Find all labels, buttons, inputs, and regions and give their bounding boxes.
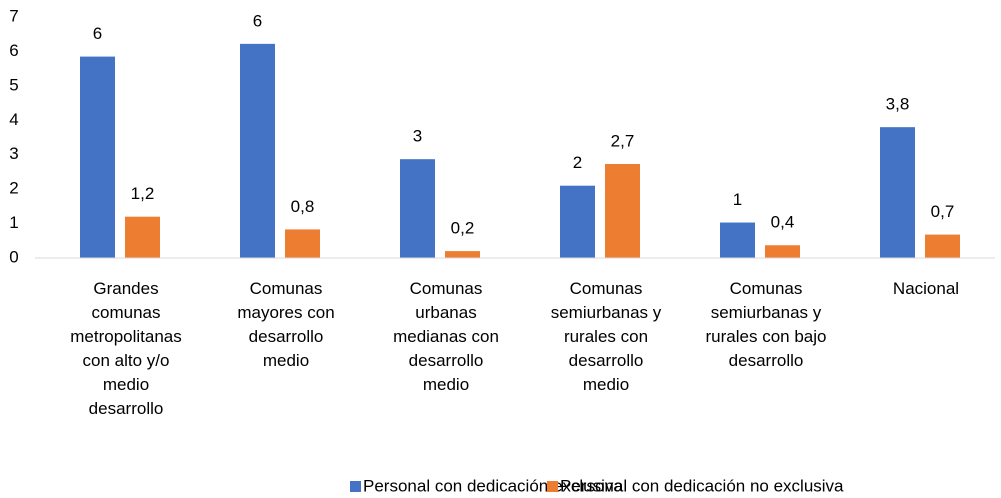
x-tick-label: Nacional (893, 279, 959, 298)
bar (925, 234, 960, 258)
y-tick-label: 6 (9, 41, 18, 60)
bar (285, 229, 320, 258)
data-label: 2 (573, 153, 582, 172)
legend-swatch (350, 481, 361, 492)
y-tick-label: 1 (9, 213, 18, 232)
legend-label: Personal con dedicación no exclusiva (560, 476, 844, 495)
bar (560, 185, 595, 258)
data-label: 3 (413, 127, 422, 146)
x-tick-label: Comunas semiurbanas y rurales con bajo desa… (706, 279, 827, 370)
y-tick-label: 7 (9, 6, 18, 25)
x-tick-label: Grandes comunas metropolitanas con alto y/o… (70, 279, 182, 418)
data-label: 1 (733, 190, 742, 209)
data-label: 0,4 (771, 213, 795, 232)
bar (605, 164, 640, 258)
bar (880, 127, 915, 259)
bar (765, 245, 800, 258)
legend-swatch (547, 481, 558, 492)
data-label: 0,2 (451, 219, 475, 238)
data-label: 3,8 (886, 95, 910, 114)
data-label: 6 (253, 11, 262, 30)
data-label: 1,2 (131, 184, 155, 203)
y-tick-label: 3 (9, 144, 18, 163)
bar (720, 222, 755, 258)
x-tick-label: Comunas mayores con desarrollo medio (237, 279, 334, 370)
bar (400, 159, 435, 258)
bar (445, 251, 480, 258)
data-label: 6 (93, 24, 102, 43)
x-tick-label: Comunas urbanas medianas con desarrollo medi… (393, 279, 499, 394)
bar (80, 56, 115, 258)
y-tick-label: 4 (9, 110, 18, 129)
y-tick-label: 5 (9, 75, 18, 94)
data-label: 2,7 (611, 131, 635, 150)
data-label: 0,8 (291, 197, 315, 216)
x-tick-label: Comunas semiurbanas y rurales con desarroll… (551, 279, 662, 394)
legend-label: Personal con dedicación exclusiva (363, 476, 623, 495)
y-tick-label: 0 (9, 247, 18, 266)
bar (125, 216, 160, 258)
y-tick-label: 2 (9, 179, 18, 198)
data-label: 0,7 (931, 202, 955, 221)
bar (240, 43, 275, 259)
